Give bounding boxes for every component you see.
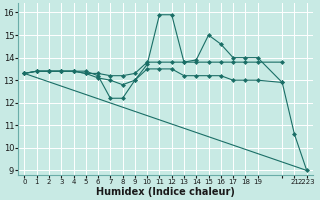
X-axis label: Humidex (Indice chaleur): Humidex (Indice chaleur) [96, 187, 235, 197]
